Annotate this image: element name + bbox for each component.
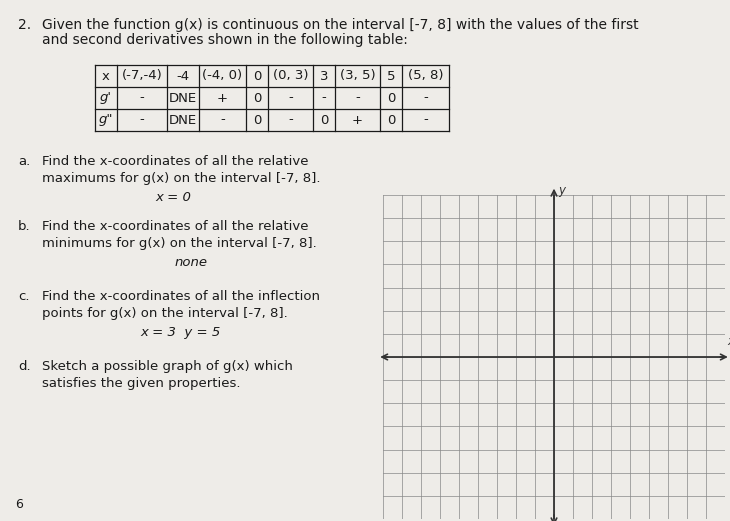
Text: Find the x-coordinates of all the relative: Find the x-coordinates of all the relati… <box>42 155 309 168</box>
Text: 0: 0 <box>320 114 328 127</box>
Text: 6: 6 <box>15 498 23 511</box>
Text: (-7,-4): (-7,-4) <box>122 69 162 82</box>
Text: (0, 3): (0, 3) <box>273 69 308 82</box>
Text: a.: a. <box>18 155 30 168</box>
Text: -: - <box>139 92 145 105</box>
Text: 0: 0 <box>387 114 395 127</box>
Text: d.: d. <box>18 360 31 373</box>
Text: b.: b. <box>18 220 31 233</box>
Text: x = 0: x = 0 <box>155 191 191 204</box>
Text: -: - <box>220 114 225 127</box>
Text: g": g" <box>99 114 113 127</box>
Text: -: - <box>322 92 326 105</box>
Text: -: - <box>139 114 145 127</box>
Text: 2.: 2. <box>18 18 31 32</box>
Text: -: - <box>423 92 428 105</box>
Text: g': g' <box>100 92 112 105</box>
Text: x: x <box>727 335 730 348</box>
Text: satisfies the given properties.: satisfies the given properties. <box>42 377 240 390</box>
Text: +: + <box>217 92 228 105</box>
Text: Given the function g(x) is continuous on the interval [-7, 8] with the values of: Given the function g(x) is continuous on… <box>42 18 639 32</box>
Text: -: - <box>355 92 360 105</box>
Text: and second derivatives shown in the following table:: and second derivatives shown in the foll… <box>42 33 408 47</box>
Text: DNE: DNE <box>169 92 197 105</box>
Text: points for g(x) on the interval [-7, 8].: points for g(x) on the interval [-7, 8]. <box>42 307 288 320</box>
Text: Find the x-coordinates of all the relative: Find the x-coordinates of all the relati… <box>42 220 309 233</box>
Text: -: - <box>423 114 428 127</box>
Text: +: + <box>352 114 363 127</box>
Text: -: - <box>288 92 293 105</box>
Text: DNE: DNE <box>169 114 197 127</box>
Text: 0: 0 <box>387 92 395 105</box>
Text: c.: c. <box>18 290 29 303</box>
Text: (3, 5): (3, 5) <box>339 69 375 82</box>
Text: 0: 0 <box>253 92 261 105</box>
Text: minimums for g(x) on the interval [-7, 8].: minimums for g(x) on the interval [-7, 8… <box>42 237 317 250</box>
Text: Find the x-coordinates of all the inflection: Find the x-coordinates of all the inflec… <box>42 290 320 303</box>
Text: (-4, 0): (-4, 0) <box>202 69 242 82</box>
Text: -4: -4 <box>177 69 190 82</box>
Text: 0: 0 <box>253 69 261 82</box>
Text: none: none <box>175 256 208 269</box>
Text: x: x <box>102 69 110 82</box>
Text: maximums for g(x) on the interval [-7, 8].: maximums for g(x) on the interval [-7, 8… <box>42 172 320 185</box>
Text: -: - <box>288 114 293 127</box>
Text: x = 3  y = 5: x = 3 y = 5 <box>140 326 220 339</box>
Text: 0: 0 <box>253 114 261 127</box>
Text: 5: 5 <box>387 69 395 82</box>
Text: Sketch a possible graph of g(x) which: Sketch a possible graph of g(x) which <box>42 360 293 373</box>
Text: (5, 8): (5, 8) <box>408 69 443 82</box>
Text: 3: 3 <box>320 69 328 82</box>
Text: y: y <box>558 184 566 197</box>
